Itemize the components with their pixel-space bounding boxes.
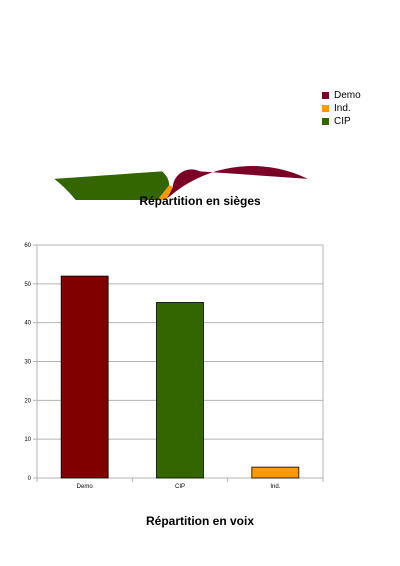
- x-tick-label: Demo: [77, 484, 94, 490]
- bar-ind: [251, 466, 300, 479]
- bar-chart-title: Répartition en voix: [145, 514, 255, 528]
- legend-label-demo: Demo: [334, 90, 361, 101]
- y-tick-label: 40: [24, 321, 31, 327]
- legend-swatch-demo: [322, 91, 329, 99]
- x-tick-label: Ind.: [270, 484, 280, 490]
- y-tick-label: 20: [24, 398, 31, 404]
- pie-slice-demo: [165, 166, 308, 200]
- legend-item-cip: CIP: [322, 115, 351, 128]
- pie-slice-ind: [157, 184, 173, 200]
- bar-cip: [156, 302, 204, 479]
- y-tick-label: 0: [28, 476, 32, 482]
- votes-bar-chart: 0 10 20 30 40 50 60 Demo CIP Ind.: [24, 243, 324, 490]
- pie-slice-cip: [54, 171, 170, 200]
- pie-chart-title: Répartition en sièges: [139, 194, 261, 208]
- y-tick-label: 50: [24, 282, 31, 288]
- y-tick-label: 60: [24, 243, 31, 249]
- y-tick-label: 30: [24, 360, 31, 366]
- legend-label-cip: CIP: [334, 116, 351, 127]
- legend-swatch-cip: [322, 117, 329, 125]
- y-tick-label: 10: [24, 437, 31, 443]
- legend-swatch-ind: [322, 104, 329, 112]
- legend-label-ind: Ind.: [334, 103, 351, 114]
- legend-item-ind: Ind.: [322, 102, 351, 115]
- legend-item-demo: Demo: [322, 89, 361, 102]
- x-tick-label: CIP: [175, 484, 185, 490]
- bar-demo: [60, 275, 109, 479]
- seat-pie-chart: [54, 166, 308, 200]
